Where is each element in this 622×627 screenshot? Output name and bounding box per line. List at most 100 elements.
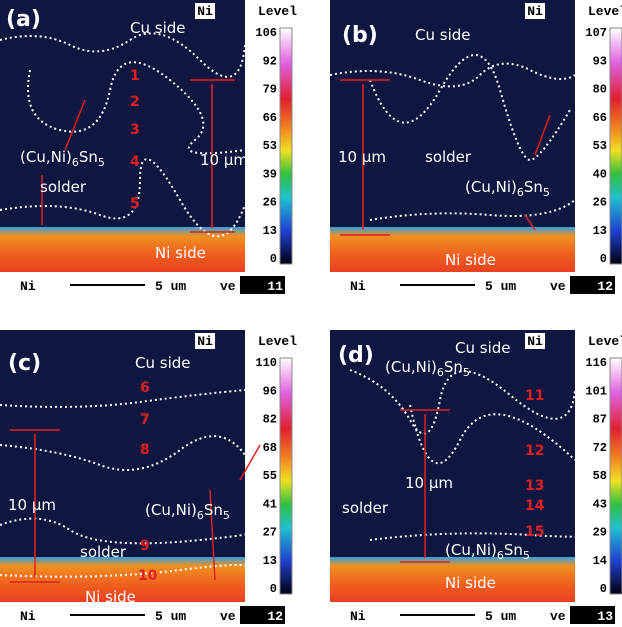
annotation: Cu side: [135, 354, 190, 372]
panel-label: (a): [6, 7, 41, 32]
phase-part: 6: [437, 366, 444, 379]
header: Ni: [197, 334, 213, 349]
level-tick: 40: [593, 167, 607, 181]
footer-mode: ve: [220, 279, 236, 294]
phase-part: 5: [523, 549, 530, 562]
footer-mode: ve: [220, 609, 236, 624]
region-number: 6: [140, 380, 150, 396]
footer-box: [240, 276, 285, 294]
annotation: Ni side: [445, 251, 496, 269]
red-arrow: [239, 444, 261, 481]
header: Level: [588, 4, 622, 19]
region-number: 2: [130, 94, 140, 110]
level-tick: 13: [593, 224, 607, 238]
header-box: [195, 3, 215, 19]
map-background: [330, 330, 575, 602]
annotation: solder: [425, 148, 472, 166]
level-tick: 55: [263, 469, 277, 483]
level-tick: 72: [593, 441, 607, 455]
level-tick: 43: [593, 497, 607, 511]
red-arrow: [209, 489, 216, 581]
colorbar: [609, 27, 622, 265]
annotation: Cu side: [455, 339, 510, 357]
phase-part: 5: [463, 366, 470, 379]
boundary: [329, 62, 576, 88]
footer-mode: ve: [550, 279, 566, 294]
annotation: solder: [342, 499, 389, 517]
phase-label: (Cu,Ni)6Sn5: [445, 541, 530, 562]
boundary: [0, 32, 246, 78]
red-arrow: [524, 214, 536, 231]
level-tick: 26: [263, 196, 277, 210]
level-tick: 0: [270, 252, 277, 266]
level-tick: 96: [263, 384, 277, 398]
footer-value: 13: [597, 609, 613, 624]
footer-box: [570, 276, 615, 294]
level-tick: 93: [593, 54, 607, 68]
footer-mode: ve: [550, 609, 566, 624]
footer-scale: 5 um: [155, 279, 186, 294]
region-number: 8: [140, 442, 150, 458]
panel: Ni Level 116 101 87 72 58 43 29 14 0 (d) Cu side Ni s…: [330, 330, 622, 624]
level-tick: 27: [263, 526, 277, 540]
ni-layer: [330, 557, 575, 602]
annotation: Cu side: [130, 19, 185, 37]
level-tick: 106: [255, 26, 277, 40]
boundary: [409, 404, 576, 465]
level-tick: 29: [593, 526, 607, 540]
region-number: 15: [525, 524, 544, 540]
level-tick: 110: [255, 356, 277, 370]
boundary: [0, 389, 246, 408]
level-tick: 92: [263, 54, 277, 68]
header: Ni: [197, 4, 213, 19]
panel: Ni Level 107 93 80 66 53 40 26 13 0 (b) Cu side Ni si…: [329, 0, 622, 294]
header: Level: [258, 334, 297, 349]
header-box: [525, 333, 545, 349]
level-tick: 107: [585, 26, 607, 40]
header: Level: [258, 4, 297, 19]
phase-part: (Cu,Ni): [445, 541, 497, 559]
level-tick: 58: [593, 469, 607, 483]
level-tick: 53: [263, 139, 277, 153]
boundary: [0, 435, 246, 471]
phase-part: 6: [72, 156, 79, 169]
region-number: 12: [525, 443, 544, 459]
footer-scale: 5 um: [485, 279, 516, 294]
phase-label: (Cu,Ni)6Sn5: [465, 178, 550, 199]
level-tick: 82: [263, 413, 277, 427]
phase-part: (Cu,Ni): [145, 501, 197, 519]
phase-part: Sn: [444, 358, 463, 376]
level-tick: 14: [593, 554, 607, 568]
map-background: [330, 0, 575, 272]
level-tick: 13: [263, 554, 277, 568]
region-number: 9: [140, 538, 150, 554]
level-tick: 101: [585, 384, 607, 398]
ni-layer: [0, 557, 245, 602]
footer-value: 11: [267, 279, 283, 294]
annotation: 10 μm: [200, 151, 248, 169]
region-number: 7: [140, 412, 150, 428]
header: Level: [588, 334, 622, 349]
panel-label: (d): [338, 343, 374, 368]
region-number: 4: [130, 154, 140, 170]
footer-box: [570, 606, 615, 624]
region-number: 1: [130, 68, 140, 84]
phase-part: Sn: [524, 178, 543, 196]
level-tick: 26: [593, 196, 607, 210]
level-tick: 0: [270, 582, 277, 596]
footer-scale: 5 um: [485, 609, 516, 624]
footer-element: Ni: [350, 609, 366, 624]
footer-value: 12: [267, 609, 283, 624]
level-tick: 0: [600, 252, 607, 266]
header: Ni: [527, 334, 543, 349]
level-tick: 0: [600, 582, 607, 596]
level-tick: 116: [585, 356, 607, 370]
boundary: [369, 199, 576, 221]
level-tick: 53: [593, 139, 607, 153]
phase-part: (Cu,Ni): [385, 358, 437, 376]
level-tick: 87: [593, 413, 607, 427]
phase-label: (Cu,Ni)6Sn5: [385, 358, 470, 379]
footer-box: [240, 606, 285, 624]
